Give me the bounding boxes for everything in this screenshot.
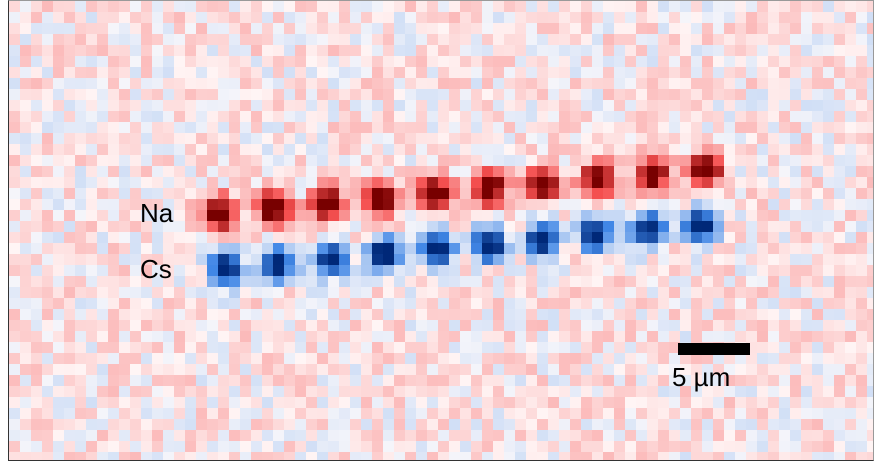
atom-image-frame [8, 0, 874, 461]
label-na: Na [140, 198, 174, 228]
fluorescence-image [9, 1, 873, 460]
label-cs: Cs [140, 254, 172, 284]
scale-bar-label: 5 µm [672, 362, 731, 392]
scale-bar [678, 343, 750, 355]
